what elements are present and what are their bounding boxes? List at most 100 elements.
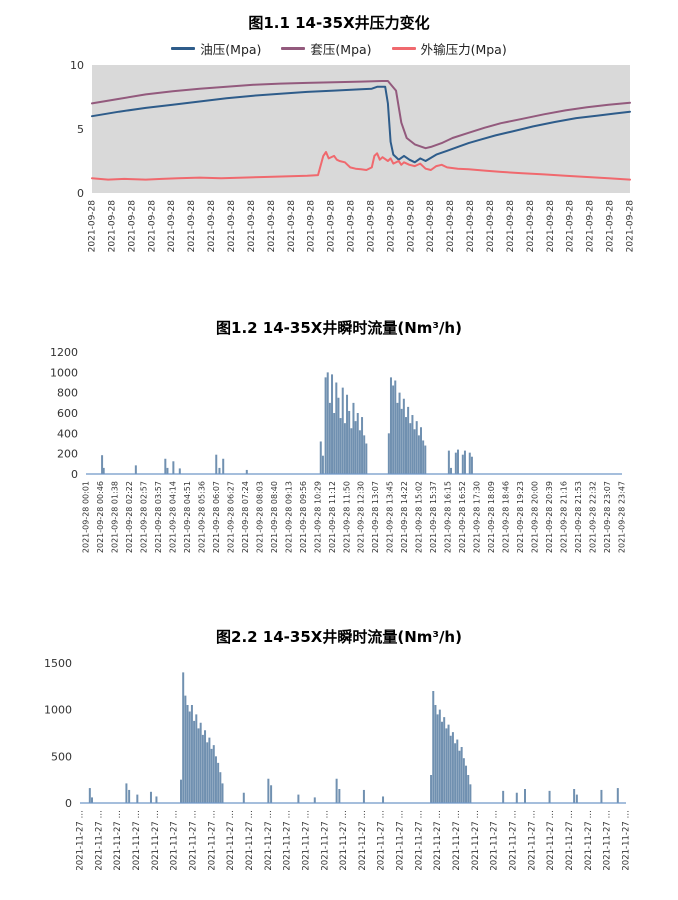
- svg-text:2021-09-28: 2021-09-28: [267, 200, 277, 253]
- plot-background: [92, 65, 630, 193]
- x-axis-labels: 2021-09-28 00:01 2021-09-28 00:46 2021-09-…: [82, 481, 627, 553]
- svg-text:2021-09-28 06:27: 2021-09-28 06:27: [226, 481, 235, 553]
- svg-text:2021-11-27 …: 2021-11-27 …: [132, 810, 142, 871]
- svg-text:2021-09-28: 2021-09-28: [88, 200, 98, 253]
- svg-text:2021-09-28: 2021-09-28: [626, 200, 636, 253]
- svg-text:2021-11-27 …: 2021-11-27 …: [113, 810, 123, 871]
- svg-text:2021-09-28 03:57: 2021-09-28 03:57: [154, 481, 163, 553]
- pressure-chart-title: 图1.1 14-35X井压力变化: [248, 14, 430, 32]
- svg-text:2021-09-28 11:12: 2021-09-28 11:12: [328, 481, 337, 553]
- svg-text:2021-09-28 21:16: 2021-09-28 21:16: [560, 481, 569, 553]
- svg-text:2021-11-27 …: 2021-11-27 …: [76, 810, 86, 871]
- svg-text:2021-09-28 04:14: 2021-09-28 04:14: [168, 481, 177, 553]
- svg-text:2021-11-27 …: 2021-11-27 …: [565, 810, 575, 871]
- svg-text:2021-09-28 13:45: 2021-09-28 13:45: [386, 481, 395, 553]
- svg-text:2021-09-28: 2021-09-28: [287, 200, 297, 253]
- svg-text:2021-09-28 19:23: 2021-09-28 19:23: [516, 481, 525, 553]
- svg-text:2021-09-28 20:39: 2021-09-28 20:39: [545, 481, 554, 553]
- legend-label: 油压(Mpa): [200, 41, 262, 57]
- svg-text:2021-11-27 …: 2021-11-27 …: [471, 810, 481, 871]
- legend-item: 外输压力(Mpa): [391, 39, 507, 58]
- svg-text:2021-09-28: 2021-09-28: [347, 200, 357, 253]
- svg-text:2021-09-28 10:29: 2021-09-28 10:29: [313, 481, 322, 553]
- svg-text:800: 800: [57, 387, 78, 400]
- svg-text:2021-09-28 12:30: 2021-09-28 12:30: [357, 481, 366, 553]
- svg-text:2021-09-28 05:36: 2021-09-28 05:36: [197, 481, 206, 553]
- svg-text:2021-11-27 …: 2021-11-27 …: [151, 810, 161, 871]
- series-line-0: [91, 85, 631, 164]
- svg-text:600: 600: [57, 407, 78, 420]
- svg-text:2021-09-28 09:13: 2021-09-28 09:13: [284, 481, 293, 553]
- svg-text:2021-09-28 17:30: 2021-09-28 17:30: [473, 481, 482, 553]
- series-line-2: [91, 151, 631, 181]
- pressure-chart-legend: 油压(Mpa) 套压(Mpa) 外输压力(Mpa): [0, 39, 678, 57]
- svg-text:2021-09-28 04:51: 2021-09-28 04:51: [183, 481, 192, 553]
- svg-text:2021-11-27 …: 2021-11-27 …: [264, 810, 274, 871]
- svg-text:2021-09-28 21:53: 2021-09-28 21:53: [574, 481, 583, 553]
- svg-text:1000: 1000: [44, 704, 72, 717]
- flow-chart-2-title: 图2.2 14-35X井瞬时流量(Nm³/h): [216, 628, 462, 646]
- svg-text:2021-09-28: 2021-09-28: [327, 200, 337, 253]
- svg-text:2021-09-28 16:52: 2021-09-28 16:52: [458, 481, 467, 553]
- svg-text:2021-09-28: 2021-09-28: [526, 200, 536, 253]
- svg-text:2021-09-28: 2021-09-28: [366, 200, 376, 253]
- svg-text:2021-09-28 01:38: 2021-09-28 01:38: [110, 481, 119, 553]
- svg-text:2021-09-28 07:24: 2021-09-28 07:24: [241, 481, 250, 553]
- svg-text:2021-09-28 02:57: 2021-09-28 02:57: [139, 481, 148, 553]
- svg-text:2021-11-27 …: 2021-11-27 …: [527, 810, 537, 871]
- svg-text:2021-09-28: 2021-09-28: [426, 200, 436, 253]
- svg-text:0: 0: [65, 797, 72, 810]
- flow-chart-1-title: 图1.2 14-35X井瞬时流量(Nm³/h): [216, 319, 462, 337]
- flow-chart-section-1: 图1.2 14-35X井瞬时流量(Nm³/h) 0 200 400 600 800 100…: [0, 317, 678, 584]
- svg-text:2021-09-28: 2021-09-28: [107, 200, 117, 253]
- svg-text:2021-09-28: 2021-09-28: [546, 200, 556, 253]
- svg-text:2021-09-28 14:22: 2021-09-28 14:22: [400, 481, 409, 553]
- svg-text:2021-09-28 15:02: 2021-09-28 15:02: [415, 481, 424, 553]
- svg-text:2021-11-27 …: 2021-11-27 …: [396, 810, 406, 871]
- svg-text:2021-11-27 …: 2021-11-27 …: [377, 810, 387, 871]
- svg-text:2021-09-28 00:01: 2021-09-28 00:01: [82, 481, 91, 553]
- svg-text:2021-11-27 …: 2021-11-27 …: [226, 810, 236, 871]
- legend-label: 外输压力(Mpa): [420, 41, 507, 57]
- svg-text:2021-11-27 …: 2021-11-27 …: [94, 810, 104, 871]
- svg-text:2021-09-28: 2021-09-28: [247, 200, 257, 253]
- svg-text:2021-09-28 09:56: 2021-09-28 09:56: [299, 481, 308, 553]
- svg-text:2021-09-28 15:37: 2021-09-28 15:37: [429, 481, 438, 553]
- svg-text:2021-09-28: 2021-09-28: [506, 200, 516, 253]
- svg-text:2021-09-28: 2021-09-28: [147, 200, 157, 253]
- series-line-1: [91, 80, 631, 150]
- svg-text:2021-09-28: 2021-09-28: [406, 200, 416, 253]
- legend-marker: [281, 46, 306, 50]
- svg-text:1500: 1500: [44, 657, 72, 670]
- svg-text:2021-09-28: 2021-09-28: [187, 200, 197, 253]
- svg-text:2021-09-28: 2021-09-28: [307, 200, 317, 253]
- svg-text:2021-11-27 …: 2021-11-27 …: [509, 810, 519, 871]
- svg-text:1000: 1000: [50, 366, 78, 379]
- svg-text:2021-11-27 …: 2021-11-27 …: [414, 810, 424, 871]
- svg-text:2021-09-28 18:46: 2021-09-28 18:46: [502, 481, 511, 553]
- legend-marker: [391, 46, 416, 50]
- svg-text:2021-09-28 20:00: 2021-09-28 20:00: [531, 481, 540, 553]
- svg-text:10: 10: [70, 59, 84, 72]
- svg-text:2021-11-27 …: 2021-11-27 …: [546, 810, 556, 871]
- svg-text:2021-09-28: 2021-09-28: [486, 200, 496, 253]
- svg-text:0: 0: [71, 468, 78, 481]
- svg-text:2021-09-28 02:22: 2021-09-28 02:22: [125, 481, 134, 553]
- svg-text:0: 0: [77, 187, 84, 200]
- flow-spikes: [101, 372, 473, 474]
- svg-text:2021-09-28: 2021-09-28: [446, 200, 456, 253]
- flow-bar-chart-2: 0 500 1000 1500 2021-11-27 … 2021-11-27 … 2021…: [44, 657, 632, 871]
- pressure-chart-section: 图1.1 14-35X井压力变化 油压(Mpa) 套压(Mpa) 外输压力(Mpa)…: [0, 0, 678, 275]
- svg-text:1200: 1200: [50, 346, 78, 359]
- svg-text:2021-09-28 23:07: 2021-09-28 23:07: [603, 481, 612, 553]
- svg-text:2021-11-27 …: 2021-11-27 …: [245, 810, 255, 871]
- svg-text:2021-09-28 08:40: 2021-09-28 08:40: [270, 481, 279, 553]
- legend-item: 套压(Mpa): [281, 39, 372, 58]
- svg-text:2021-09-28 13:07: 2021-09-28 13:07: [371, 481, 380, 553]
- svg-text:2021-09-28: 2021-09-28: [386, 200, 396, 253]
- svg-text:2021-09-28: 2021-09-28: [566, 200, 576, 253]
- svg-text:500: 500: [51, 750, 72, 763]
- y-axis-labels: 0 500 1000 1500: [44, 657, 72, 810]
